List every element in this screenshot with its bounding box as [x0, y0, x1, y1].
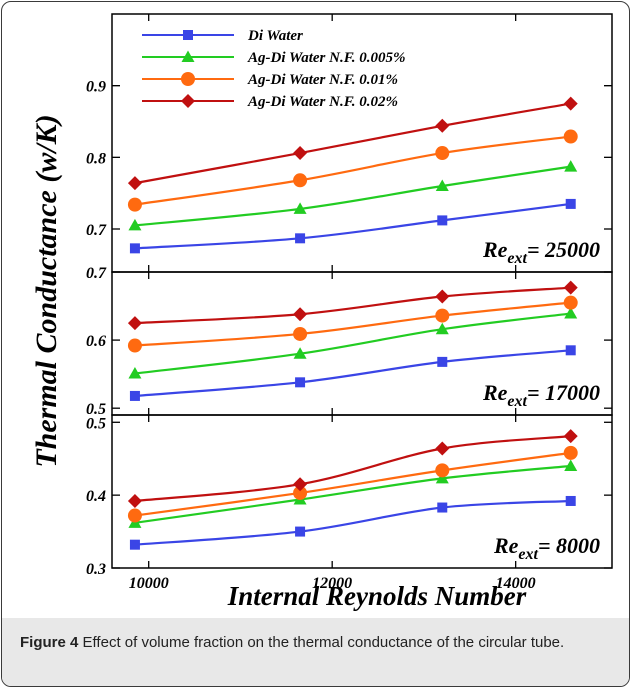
re-label: Reext= 8000: [493, 533, 600, 563]
data-point: [128, 366, 142, 379]
legend: Di Water Ag-Di Water N.F. 0.005% Ag-Di Wat…: [142, 28, 406, 110]
data-point: [437, 502, 448, 513]
x-tick-label: 14000: [496, 575, 536, 592]
data-point: [435, 463, 450, 478]
data-point: [564, 160, 578, 172]
data-point: [563, 429, 578, 444]
data-point: [129, 243, 140, 254]
re-label: Reext= 17000: [482, 380, 600, 410]
data-point: [293, 307, 308, 322]
series-line: [134, 349, 571, 398]
data-point: [295, 377, 306, 388]
y-tick-label: 0.5: [86, 415, 106, 432]
data-point: [127, 508, 142, 523]
data-point: [565, 198, 576, 209]
data-point: [564, 307, 578, 319]
legend-marker: [181, 72, 195, 86]
data-point: [435, 118, 450, 133]
legend-marker: [181, 50, 195, 62]
data-point: [129, 390, 140, 401]
panel-1: 0.7 0.8 0.9 Reext= 25000: [86, 13, 613, 273]
data-point: [127, 197, 142, 212]
y-tick-label: 0.5: [86, 401, 106, 418]
legend-entry: Ag-Di Water N.F. 0.02%: [247, 94, 398, 110]
legend-entry: Di Water: [247, 28, 303, 44]
y-tick-label: 0.7: [86, 265, 107, 282]
data-point: [127, 338, 142, 353]
legend-entry: Ag-Di Water N.F. 0.005%: [247, 50, 406, 66]
y-tick-label: 0.6: [86, 333, 106, 350]
x-axis-title: Internal Reynolds Number: [227, 581, 527, 611]
series-line: [134, 312, 571, 375]
y-tick-label: 0.9: [86, 79, 106, 96]
data-point: [435, 289, 450, 304]
data-point: [127, 176, 142, 191]
legend-entry: Ag-Di Water N.F. 0.01%: [247, 72, 398, 88]
data-point: [129, 539, 140, 550]
data-point: [563, 295, 578, 310]
series-line: [134, 435, 571, 503]
data-point: [435, 471, 449, 484]
y-tick-label: 0.3: [86, 561, 106, 578]
caption-text: Effect of volume fraction on the thermal…: [82, 634, 565, 651]
data-point: [563, 445, 578, 460]
figure-caption: Figure 4 Effect of volume fraction on th…: [2, 618, 629, 686]
series-line: [134, 499, 571, 546]
y-tick-label: 0.7: [86, 222, 107, 239]
legend-marker: [181, 94, 195, 108]
data-point: [127, 493, 142, 508]
series-line: [134, 451, 571, 517]
data-point: [437, 215, 448, 226]
y-tick-label: 0.4: [86, 488, 106, 505]
data-point: [293, 202, 307, 214]
chart: 0.7 0.8 0.9 Reext= 25000 0.5 0.6 0.7 Reext= 170…: [30, 13, 613, 611]
data-point: [564, 459, 578, 471]
data-point: [563, 96, 578, 111]
data-point: [295, 526, 306, 537]
data-point: [293, 173, 308, 188]
series-line: [134, 464, 571, 524]
data-point: [563, 280, 578, 295]
re-label: Reext= 25000: [482, 237, 600, 267]
data-point: [293, 477, 308, 492]
series-line: [134, 165, 571, 227]
series-line: [134, 135, 571, 206]
data-point: [565, 495, 576, 506]
series-line: [134, 202, 571, 250]
data-point: [565, 345, 576, 356]
data-point: [293, 347, 307, 359]
x-tick-label: 10000: [129, 575, 169, 592]
data-point: [293, 326, 308, 341]
caption-label: Figure 4: [20, 634, 79, 651]
y-axis-title: Thermal Conductance (w/K): [30, 114, 63, 467]
data-point: [293, 485, 308, 500]
panel-2: 0.5 0.6 0.7 Reext= 17000: [86, 265, 613, 418]
data-point: [435, 308, 450, 323]
series-line: [134, 301, 571, 347]
data-point: [435, 322, 449, 335]
y-tick-label: 0.8: [86, 150, 106, 167]
data-point: [127, 316, 142, 331]
panel-3: 0.3 0.4 0.5 Reext= 8000: [86, 414, 613, 578]
data-point: [435, 146, 450, 161]
data-point: [128, 218, 142, 231]
legend-marker: [183, 30, 193, 40]
data-point: [295, 233, 306, 244]
data-point: [435, 179, 449, 191]
data-point: [293, 146, 308, 161]
panel-frame: [111, 414, 613, 569]
series-line: [134, 286, 571, 325]
data-point: [435, 441, 450, 456]
series-line: [134, 102, 571, 185]
data-point: [437, 356, 448, 367]
data-point: [563, 129, 578, 144]
x-tick-label: 12000: [312, 575, 352, 592]
